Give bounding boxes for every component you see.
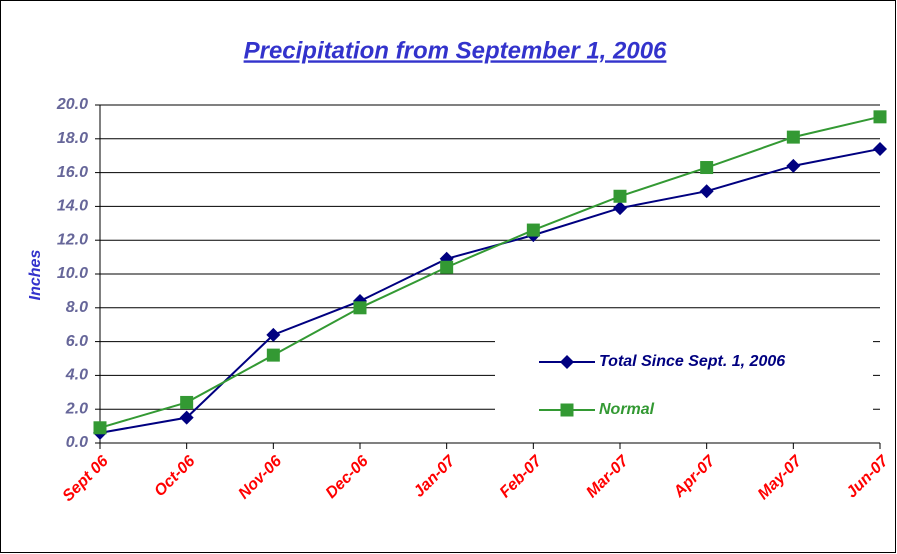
chart-title: Precipitation from September 1, 2006 bbox=[244, 37, 667, 64]
data-point bbox=[440, 260, 454, 274]
legend-label: Normal bbox=[599, 401, 655, 418]
data-point bbox=[180, 395, 194, 409]
y-axis-label: Inches bbox=[27, 250, 44, 301]
y-tick-label: 20.0 bbox=[56, 96, 88, 113]
series-line bbox=[99, 147, 881, 434]
y-tick-label: 12.0 bbox=[57, 231, 88, 248]
data-point bbox=[526, 223, 540, 237]
data-point bbox=[353, 301, 367, 315]
data-point bbox=[873, 110, 887, 124]
data-point bbox=[699, 184, 714, 199]
data-point bbox=[873, 141, 887, 156]
data-point bbox=[266, 327, 281, 342]
y-tick-label: 8.0 bbox=[66, 299, 88, 316]
data-point bbox=[700, 161, 714, 175]
legend-marker bbox=[560, 403, 574, 417]
data-point bbox=[613, 189, 627, 203]
y-tick-label: 0.0 bbox=[66, 434, 88, 451]
legend-marker bbox=[560, 355, 574, 369]
legend-label: Total Since Sept. 1, 2006 bbox=[599, 353, 785, 370]
data-point bbox=[93, 421, 107, 435]
y-tick-label: 10.0 bbox=[57, 265, 88, 282]
y-tick-label: 16.0 bbox=[57, 164, 88, 181]
y-tick-label: 18.0 bbox=[57, 130, 88, 147]
data-point bbox=[786, 130, 800, 144]
data-point bbox=[179, 410, 194, 425]
y-tick-label: 6.0 bbox=[66, 333, 88, 350]
data-point bbox=[786, 158, 801, 173]
data-point bbox=[613, 201, 627, 216]
legend-box bbox=[495, 336, 873, 434]
y-tick-label: 4.0 bbox=[65, 367, 88, 384]
y-tick-label: 2.0 bbox=[65, 400, 88, 417]
y-tick-label: 14.0 bbox=[57, 198, 88, 215]
data-point bbox=[266, 348, 280, 362]
series-line bbox=[99, 115, 881, 429]
